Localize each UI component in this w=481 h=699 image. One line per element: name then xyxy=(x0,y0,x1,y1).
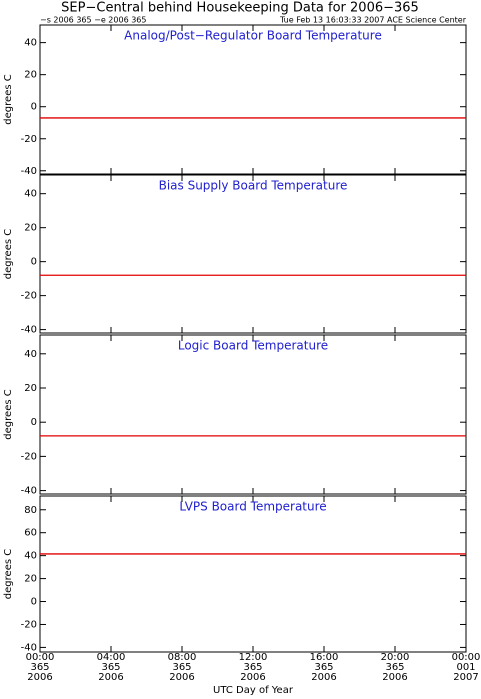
y-tick-label: 20 xyxy=(24,70,37,81)
x-tick-label: 08:00 365 2006 xyxy=(168,652,197,683)
page-title: SEP−Central behind Housekeeping Data for… xyxy=(61,1,419,16)
panel-title: Analog/Post−Regulator Board Temperature xyxy=(124,29,382,43)
y-tick-label: -20 xyxy=(21,451,37,462)
y-tick-label: 40 xyxy=(24,551,37,562)
y-tick-label: -40 xyxy=(21,486,37,497)
panel-title: LVPS Board Temperature xyxy=(179,500,326,514)
x-tick-label: 04:00 365 2006 xyxy=(97,652,126,683)
y-tick-label: 0 xyxy=(31,417,37,428)
panel-title: Bias Supply Board Temperature xyxy=(159,179,348,193)
y-tick-label: -20 xyxy=(21,291,37,302)
y-tick-label: -40 xyxy=(21,642,37,653)
x-tick-label: 00:00 365 2006 xyxy=(26,652,55,683)
subtitle-left: −s 2006 365 −e 2006 365 xyxy=(40,16,146,25)
y-tick-label: 60 xyxy=(24,528,37,539)
x-tick-label: 00:00 001 2007 xyxy=(452,652,481,683)
y-axis-label: degrees C xyxy=(3,74,14,124)
y-tick-label: -40 xyxy=(21,166,37,177)
y-tick-label: 40 xyxy=(24,38,37,49)
y-tick-label: 0 xyxy=(31,102,37,113)
y-tick-label: 0 xyxy=(31,597,37,608)
y-tick-label: -20 xyxy=(21,619,37,630)
x-tick-label: 20:00 365 2006 xyxy=(381,652,410,683)
y-tick-label: 20 xyxy=(24,383,37,394)
y-tick-label: 80 xyxy=(24,505,37,516)
y-tick-label: -20 xyxy=(21,134,37,145)
x-axis-label: UTC Day of Year xyxy=(213,685,294,696)
y-axis-label: degrees C xyxy=(3,389,14,439)
y-tick-label: 0 xyxy=(31,257,37,268)
y-tick-label: 20 xyxy=(24,574,37,585)
y-tick-label: 20 xyxy=(24,223,37,234)
subtitle-right: Tue Feb 13 16:03:33 2007 ACE Science Cen… xyxy=(279,16,467,25)
panel-title: Logic Board Temperature xyxy=(178,339,328,353)
x-tick-label: 16:00 365 2006 xyxy=(310,652,339,683)
y-tick-label: 40 xyxy=(24,189,37,200)
x-tick-label: 12:00 365 2006 xyxy=(239,652,268,683)
y-axis-label: degrees C xyxy=(3,229,14,279)
y-axis-label: degrees C xyxy=(3,549,14,599)
y-tick-label: 40 xyxy=(24,349,37,360)
y-tick-label: -40 xyxy=(21,325,37,336)
